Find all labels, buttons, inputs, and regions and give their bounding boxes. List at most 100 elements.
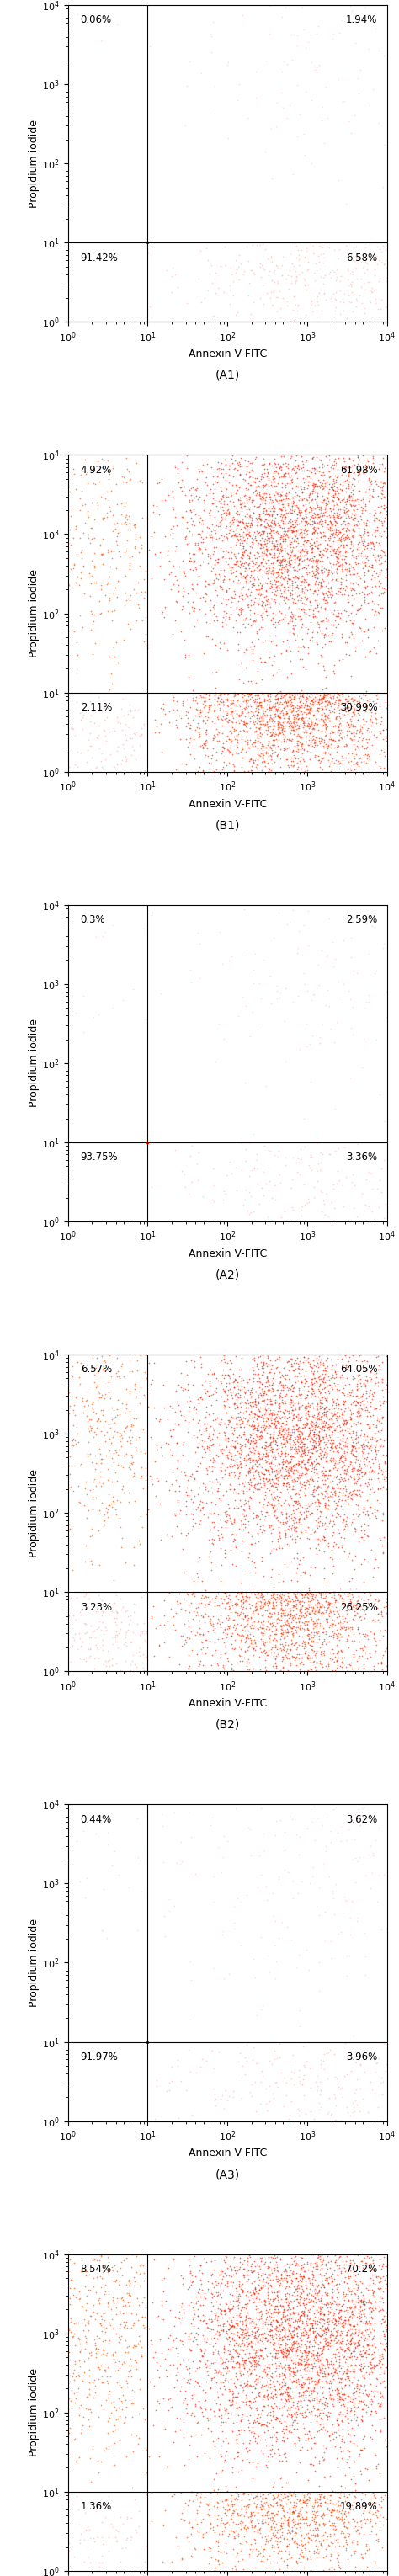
Point <box>144 2022 151 2063</box>
Point <box>283 693 289 734</box>
Point <box>224 1582 230 1623</box>
Point <box>282 1432 288 1473</box>
Point <box>144 222 151 263</box>
Point <box>144 1121 151 1162</box>
Point <box>231 1584 238 1625</box>
Point <box>144 1121 151 1162</box>
Point <box>144 222 151 263</box>
Point <box>347 477 354 518</box>
Point <box>144 2022 151 2063</box>
Point <box>144 2022 151 2063</box>
Point <box>144 222 151 263</box>
Point <box>144 1121 151 1162</box>
Point <box>144 2022 151 2063</box>
Point <box>304 685 310 726</box>
Point <box>282 2300 288 2342</box>
Point <box>258 2481 264 2522</box>
Point <box>243 554 249 595</box>
Point <box>144 1121 151 1162</box>
Point <box>234 2478 240 2519</box>
Point <box>144 222 151 263</box>
Point <box>290 2473 296 2514</box>
Point <box>144 222 151 263</box>
Point <box>304 2249 311 2290</box>
Point <box>222 531 229 572</box>
Point <box>144 1121 151 1162</box>
Point <box>144 1121 151 1162</box>
Point <box>319 2306 326 2347</box>
Point <box>170 564 177 605</box>
Point <box>144 1121 151 1162</box>
Point <box>72 2378 79 2419</box>
Point <box>305 1461 312 1502</box>
Point <box>363 1386 369 1427</box>
Point <box>144 1121 151 1162</box>
Point <box>297 685 304 726</box>
Point <box>144 222 151 263</box>
Point <box>144 222 151 263</box>
Point <box>237 2293 243 2334</box>
Point <box>144 1121 151 1162</box>
Point <box>292 538 298 580</box>
Point <box>266 459 272 500</box>
Point <box>207 2398 213 2439</box>
Point <box>144 222 151 263</box>
Point <box>144 2022 151 2063</box>
Point <box>144 2022 151 2063</box>
Point <box>334 1618 340 1659</box>
Point <box>144 2022 151 2063</box>
Point <box>144 2022 151 2063</box>
Point <box>144 1121 151 1162</box>
Point <box>265 1435 271 1476</box>
Point <box>126 1350 132 1391</box>
Point <box>144 1121 151 1162</box>
Point <box>231 2249 238 2290</box>
Point <box>144 222 151 263</box>
Point <box>221 2370 228 2411</box>
Point <box>235 2336 242 2378</box>
Point <box>365 2324 371 2365</box>
Point <box>243 1386 249 1427</box>
Point <box>144 222 151 263</box>
Point <box>300 1620 307 1662</box>
Point <box>251 1600 257 1641</box>
Point <box>328 2311 335 2352</box>
Point <box>144 2022 151 2063</box>
Point <box>279 1613 285 1654</box>
Point <box>144 222 151 263</box>
Point <box>79 1620 85 1662</box>
Point <box>304 456 310 497</box>
Point <box>370 626 377 667</box>
Point <box>98 2442 105 2483</box>
Point <box>124 2362 130 2403</box>
Point <box>144 1121 151 1162</box>
Point <box>357 1445 363 1486</box>
Point <box>314 2401 320 2442</box>
Point <box>144 1121 151 1162</box>
Point <box>282 680 289 721</box>
Point <box>271 1587 278 1628</box>
Point <box>144 2022 151 2063</box>
Point <box>323 1507 330 1548</box>
Point <box>361 1340 368 1381</box>
Point <box>238 1628 244 1669</box>
Point <box>207 1602 214 1643</box>
Point <box>292 1481 298 1522</box>
Point <box>339 2494 345 2535</box>
Point <box>144 222 151 263</box>
Point <box>144 2022 151 2063</box>
Point <box>253 688 259 729</box>
Point <box>144 2022 151 2063</box>
Point <box>365 2308 372 2349</box>
Point <box>211 497 217 538</box>
Point <box>171 1494 178 1535</box>
Point <box>322 688 329 729</box>
Point <box>144 1121 151 1162</box>
Point <box>144 1121 151 1162</box>
Point <box>144 1121 151 1162</box>
Point <box>144 222 151 263</box>
Point <box>101 2429 108 2470</box>
Point <box>144 1121 151 1162</box>
Point <box>245 505 251 546</box>
Point <box>144 1121 151 1162</box>
